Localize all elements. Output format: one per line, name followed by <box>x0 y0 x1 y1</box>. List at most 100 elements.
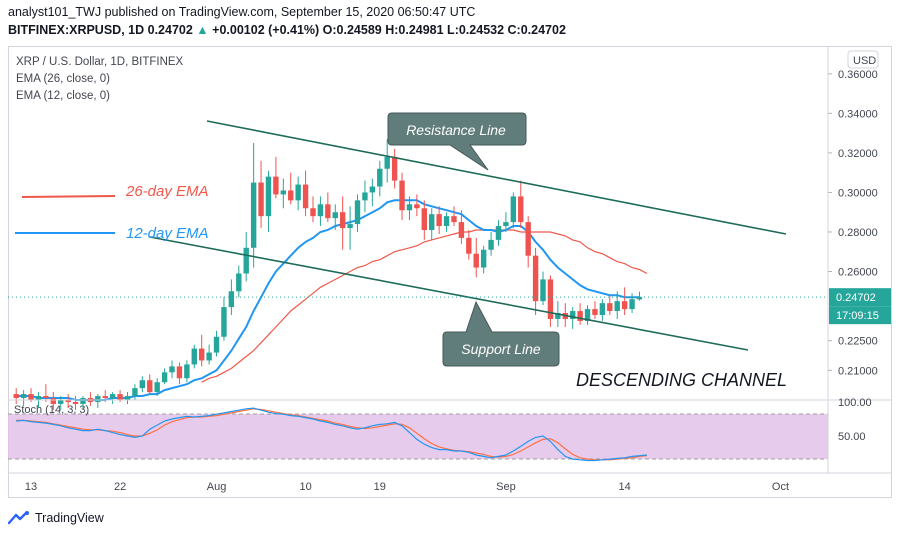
candle-body <box>532 255 539 302</box>
resistance-callout: Resistance Line <box>387 112 527 171</box>
stoch-band <box>8 414 828 459</box>
stoch-pane[interactable]: Stoch (14, 3, 3) <box>8 404 828 462</box>
candle-body <box>221 307 227 337</box>
candle <box>161 368 168 385</box>
candle-body <box>510 196 517 223</box>
candle <box>473 237 479 278</box>
candle-body <box>124 396 131 400</box>
candle-body <box>406 204 413 211</box>
time-axis-label: Oct <box>772 481 789 493</box>
axes-layer: 0.36000 0.34000 0.32000 0.30000 0.28000 0.260… <box>8 46 892 493</box>
price-tick-label: 0.28000 <box>838 227 878 239</box>
stoch-tick-label: 100.00 <box>838 397 872 409</box>
resistance-callout-text: Resistance Line <box>406 122 506 138</box>
ema26-legend-line <box>21 195 116 198</box>
candle-body <box>384 156 390 169</box>
candle-body <box>369 186 376 193</box>
support-callout: Support Line <box>442 300 560 367</box>
candle <box>339 196 346 250</box>
candle-body <box>169 366 175 373</box>
candle <box>577 303 583 325</box>
candle <box>480 245 487 274</box>
legend-ema26: EMA (26, close, 0) <box>16 73 110 85</box>
candle <box>80 396 86 408</box>
candle-body <box>295 184 301 201</box>
candle <box>369 178 376 207</box>
candles-layer <box>13 139 643 410</box>
last-price-tag <box>829 288 891 307</box>
candle-body <box>250 182 257 248</box>
countdown-tag <box>829 306 891 325</box>
tradingview-logo[interactable]: TradingView <box>8 510 104 526</box>
candle <box>414 194 420 217</box>
candle-body <box>109 394 116 399</box>
candle-body <box>621 301 628 310</box>
candle-body <box>273 176 279 195</box>
ema12-line <box>16 199 640 401</box>
price-tick-label: 0.30000 <box>838 187 878 199</box>
candle-body <box>636 297 643 300</box>
candle <box>503 212 509 232</box>
price-change: +0.00102 (+0.41%) <box>212 23 320 37</box>
time-axis-label: 22 <box>114 481 126 493</box>
candle <box>599 299 606 321</box>
candle-body <box>325 204 331 219</box>
candle <box>199 334 205 367</box>
candle <box>607 295 613 315</box>
candle-body <box>518 196 524 223</box>
candle-body <box>236 273 242 292</box>
candle <box>540 271 546 306</box>
candle <box>443 212 450 232</box>
candle-body <box>614 301 620 312</box>
candle-body <box>555 313 561 319</box>
candle-body <box>154 382 160 393</box>
candle <box>169 360 175 379</box>
candle <box>317 196 324 227</box>
candle-body <box>310 208 316 217</box>
candle <box>614 291 620 319</box>
currency-box[interactable] <box>847 50 879 69</box>
price-tick-label: 0.36000 <box>838 69 878 81</box>
candle-body <box>362 192 368 201</box>
candle-body <box>206 352 212 361</box>
candle-body <box>391 156 398 181</box>
candle-body <box>161 372 168 383</box>
price-tick-label: 0.22500 <box>838 336 878 348</box>
candle-body <box>414 204 420 209</box>
candle <box>495 220 502 246</box>
candle-body <box>354 200 361 225</box>
candle <box>20 390 27 406</box>
tradingview-brand: TradingView <box>35 511 104 525</box>
candle <box>347 206 353 250</box>
candle-body <box>377 168 383 187</box>
resistance-callout-bubble <box>387 112 527 171</box>
support-line <box>149 236 749 351</box>
candle-body <box>43 396 49 399</box>
candle-body <box>288 190 294 201</box>
candle <box>228 279 235 315</box>
candle <box>13 388 19 404</box>
stoch-label: Stoch (14, 3, 3) <box>14 404 89 416</box>
candle <box>488 231 494 256</box>
candle <box>458 210 465 244</box>
candle <box>399 172 405 221</box>
candle-body <box>65 400 71 402</box>
candle <box>629 293 635 314</box>
candle <box>95 394 101 408</box>
candle <box>332 204 338 230</box>
time-axis-label: 10 <box>299 481 311 493</box>
candle <box>258 160 264 229</box>
candle <box>421 200 427 240</box>
candle-body <box>339 212 346 229</box>
candle-body <box>592 309 598 315</box>
candle-body <box>184 364 190 379</box>
candle <box>310 196 316 223</box>
candle-body <box>80 398 86 404</box>
candle-body <box>421 208 427 230</box>
countdown-tag-label: 17:09:15 <box>836 310 879 322</box>
candle-body <box>139 380 146 389</box>
candle <box>124 392 131 404</box>
candle <box>50 392 56 410</box>
candle <box>206 344 212 365</box>
